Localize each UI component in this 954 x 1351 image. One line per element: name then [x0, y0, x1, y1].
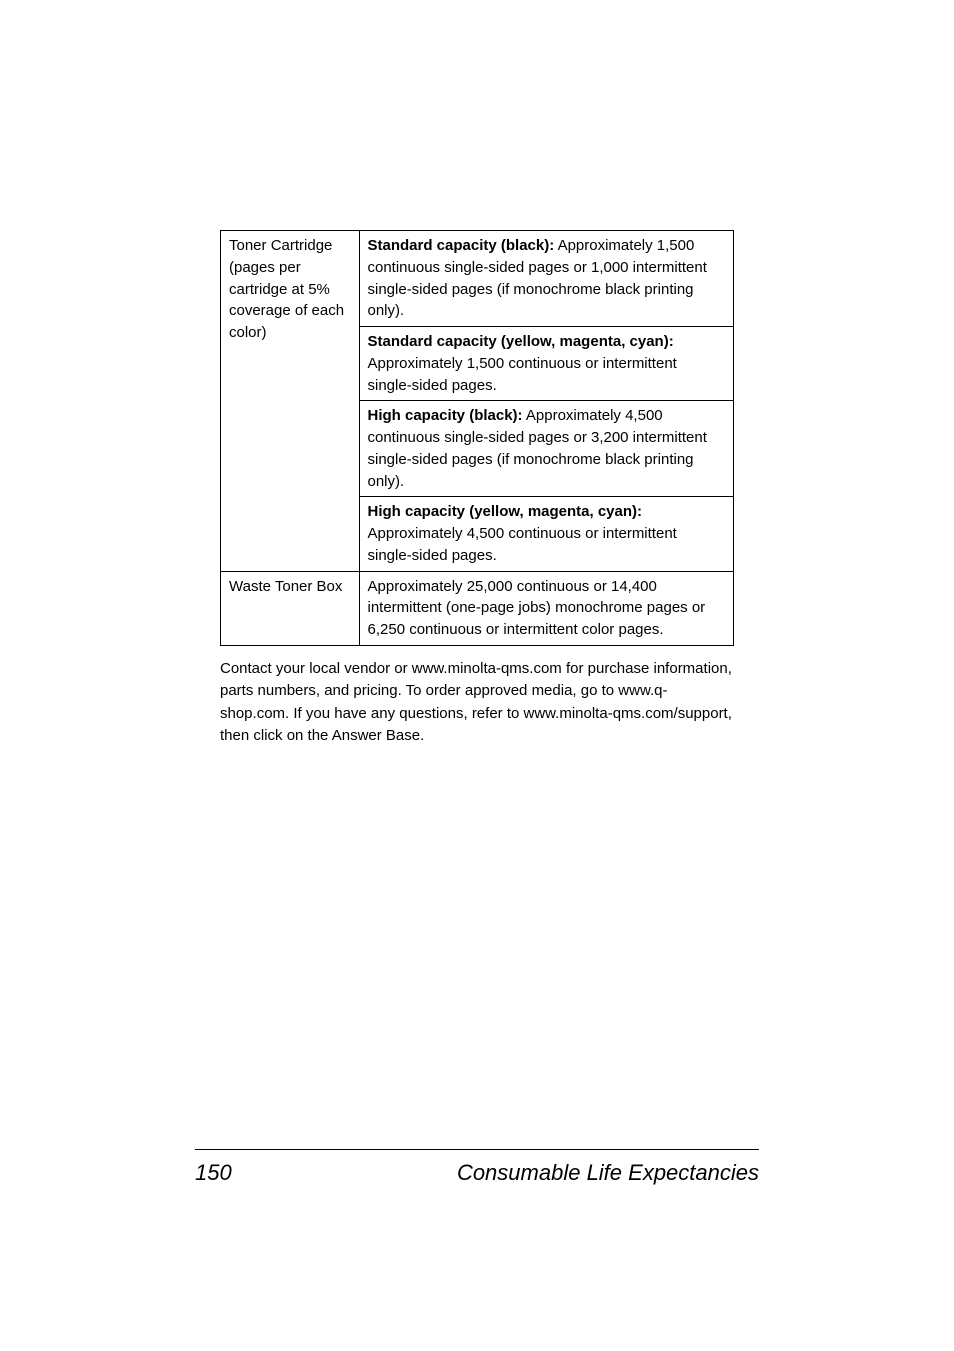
table-row: Toner Cartridge (pages per cartridge at … — [221, 231, 734, 327]
cell-waste-toner-label: Waste Toner Box — [221, 571, 360, 645]
cell-standard-black: Standard capacity (black): Approximately… — [359, 231, 734, 327]
cell-high-black: High capacity (black): Approximately 4,5… — [359, 401, 734, 497]
page-footer: 150 Consumable Life Expectancies — [195, 1149, 759, 1186]
footnote-text: Contact your local vendor or www.minolta… — [220, 658, 734, 748]
footer-row: 150 Consumable Life Expectancies — [195, 1160, 759, 1186]
page-content: Toner Cartridge (pages per cartridge at … — [0, 0, 954, 748]
cell-standard-ymc: Standard capacity (yellow, magenta, cyan… — [359, 327, 734, 401]
cell-text: Approximately 4,500 continuous or interm… — [368, 525, 677, 564]
cell-text: Approximately 1,500 continuous or interm… — [368, 355, 677, 394]
cell-bold-label: Standard capacity (yellow, magenta, cyan… — [368, 333, 674, 350]
cell-waste-toner-text: Approximately 25,000 continuous or 14,40… — [359, 571, 734, 645]
page-number: 150 — [195, 1160, 232, 1186]
table-row: Waste Toner Box Approximately 25,000 con… — [221, 571, 734, 645]
consumables-table: Toner Cartridge (pages per cartridge at … — [220, 230, 734, 646]
footer-title: Consumable Life Expectancies — [457, 1160, 759, 1186]
cell-bold-label: High capacity (yellow, magenta, cyan): — [368, 503, 643, 520]
footer-divider — [195, 1149, 759, 1150]
cell-toner-label: Toner Cartridge (pages per cartridge at … — [221, 231, 360, 572]
cell-bold-label: High capacity (black): — [368, 407, 523, 424]
cell-text: Approximately 25,000 continuous or 14,40… — [368, 578, 706, 639]
cell-high-ymc: High capacity (yellow, magenta, cyan): A… — [359, 497, 734, 571]
cell-bold-label: Standard capacity (black): — [368, 237, 555, 254]
